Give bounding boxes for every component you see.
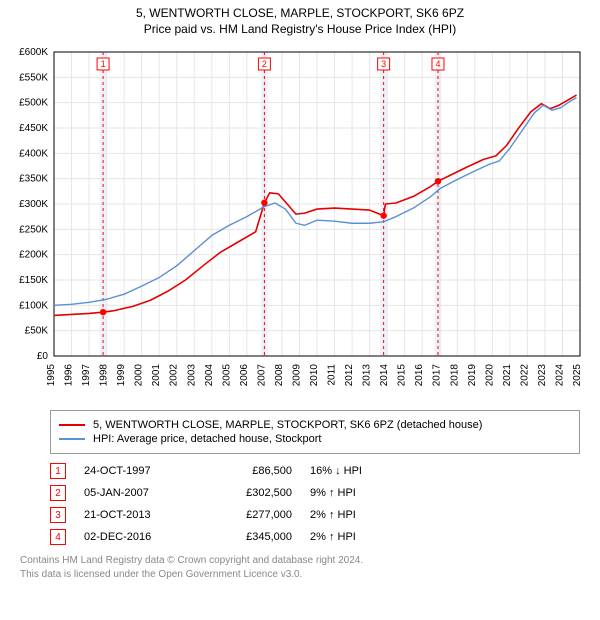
svg-text:2000: 2000	[134, 364, 145, 387]
transaction-row: 2 05-JAN-2007 £302,500 9% ↑ HPI	[50, 482, 580, 504]
transaction-row: 1 24-OCT-1997 £86,500 16% ↓ HPI	[50, 460, 580, 482]
svg-text:4: 4	[435, 59, 440, 69]
chart-plot-area: £0 £50K £100K £150K £200K £250K £300K £350K £400…	[8, 42, 592, 402]
svg-text:2006: 2006	[239, 364, 250, 387]
legend-label: HPI: Average price, detached house, Stoc…	[93, 433, 322, 445]
svg-text:2011: 2011	[327, 364, 338, 386]
svg-text:2007: 2007	[256, 364, 267, 387]
svg-text:1996: 1996	[64, 364, 75, 387]
svg-text:£350K: £350K	[19, 174, 48, 185]
transaction-row: 3 21-OCT-2013 £277,000 2% ↑ HPI	[50, 504, 580, 526]
svg-text:2005: 2005	[221, 364, 232, 387]
svg-text:2024: 2024	[554, 364, 565, 387]
transaction-date: 21-OCT-2013	[84, 509, 194, 521]
svg-text:£550K: £550K	[19, 72, 48, 83]
transaction-delta: 2% ↑ HPI	[310, 531, 400, 543]
svg-text:2: 2	[262, 59, 267, 69]
legend-swatch	[59, 438, 85, 440]
transaction-row: 4 02-DEC-2016 £345,000 2% ↑ HPI	[50, 526, 580, 548]
svg-text:£100K: £100K	[19, 300, 48, 311]
svg-text:£600K: £600K	[19, 47, 48, 58]
svg-text:2010: 2010	[309, 364, 320, 387]
svg-text:2023: 2023	[537, 364, 548, 387]
svg-text:2016: 2016	[414, 364, 425, 387]
svg-text:2001: 2001	[151, 364, 162, 387]
svg-text:£200K: £200K	[19, 250, 48, 261]
transaction-price: £277,000	[212, 509, 292, 521]
transaction-index-box: 1	[50, 463, 66, 479]
svg-text:2017: 2017	[432, 364, 443, 387]
legend-item: HPI: Average price, detached house, Stoc…	[59, 433, 571, 445]
svg-text:£500K: £500K	[19, 98, 48, 109]
transactions-table: 1 24-OCT-1997 £86,500 16% ↓ HPI 2 05-JAN-2007…	[50, 460, 580, 548]
svg-text:3: 3	[381, 59, 386, 69]
legend-label: 5, WENTWORTH CLOSE, MARPLE, STOCKPORT, S…	[93, 419, 482, 431]
transaction-price: £86,500	[212, 465, 292, 477]
transaction-price: £302,500	[212, 487, 292, 499]
attribution-footer: Contains HM Land Registry data © Crown c…	[20, 554, 580, 581]
transaction-index-box: 2	[50, 485, 66, 501]
svg-text:2013: 2013	[362, 364, 373, 387]
svg-text:2022: 2022	[519, 364, 530, 387]
footer-line-1: Contains HM Land Registry data © Crown c…	[20, 554, 580, 568]
svg-text:2003: 2003	[186, 364, 197, 387]
svg-text:£250K: £250K	[19, 224, 48, 235]
svg-text:2004: 2004	[204, 364, 215, 387]
svg-text:2019: 2019	[467, 364, 478, 387]
svg-text:£400K: £400K	[19, 148, 48, 159]
transaction-index-box: 4	[50, 529, 66, 545]
transaction-index-box: 3	[50, 507, 66, 523]
svg-text:2025: 2025	[572, 364, 583, 387]
svg-text:1997: 1997	[81, 364, 92, 387]
chart-svg: £0 £50K £100K £150K £200K £250K £300K £350K £400…	[8, 42, 592, 402]
svg-text:1999: 1999	[116, 364, 127, 387]
svg-text:2018: 2018	[449, 364, 460, 387]
svg-text:2012: 2012	[344, 364, 355, 387]
transaction-delta: 9% ↑ HPI	[310, 487, 400, 499]
svg-text:2020: 2020	[484, 364, 495, 387]
svg-text:2014: 2014	[379, 364, 390, 387]
transaction-price: £345,000	[212, 531, 292, 543]
transaction-delta: 16% ↓ HPI	[310, 465, 400, 477]
chart-container: 5, WENTWORTH CLOSE, MARPLE, STOCKPORT, S…	[0, 0, 600, 589]
legend-swatch	[59, 424, 85, 426]
svg-text:£50K: £50K	[25, 326, 49, 337]
svg-text:2008: 2008	[274, 364, 285, 387]
svg-text:2009: 2009	[291, 364, 302, 387]
svg-text:1: 1	[101, 59, 106, 69]
legend-item: 5, WENTWORTH CLOSE, MARPLE, STOCKPORT, S…	[59, 419, 571, 431]
legend: 5, WENTWORTH CLOSE, MARPLE, STOCKPORT, S…	[50, 410, 580, 454]
footer-line-2: This data is licensed under the Open Gov…	[20, 568, 580, 582]
transaction-date: 24-OCT-1997	[84, 465, 194, 477]
chart-subtitle: Price paid vs. HM Land Registry's House …	[8, 22, 592, 36]
svg-text:1998: 1998	[99, 364, 110, 387]
transaction-date: 02-DEC-2016	[84, 531, 194, 543]
title-block: 5, WENTWORTH CLOSE, MARPLE, STOCKPORT, S…	[8, 6, 592, 36]
svg-text:£450K: £450K	[19, 123, 48, 134]
transaction-delta: 2% ↑ HPI	[310, 509, 400, 521]
svg-text:2002: 2002	[169, 364, 180, 387]
svg-text:£300K: £300K	[19, 199, 48, 210]
transaction-date: 05-JAN-2007	[84, 487, 194, 499]
svg-text:2021: 2021	[502, 364, 513, 387]
svg-text:£150K: £150K	[19, 275, 48, 286]
svg-text:1995: 1995	[46, 364, 57, 387]
svg-text:2015: 2015	[397, 364, 408, 387]
svg-text:£0: £0	[37, 351, 49, 362]
chart-title-address: 5, WENTWORTH CLOSE, MARPLE, STOCKPORT, S…	[8, 6, 592, 20]
